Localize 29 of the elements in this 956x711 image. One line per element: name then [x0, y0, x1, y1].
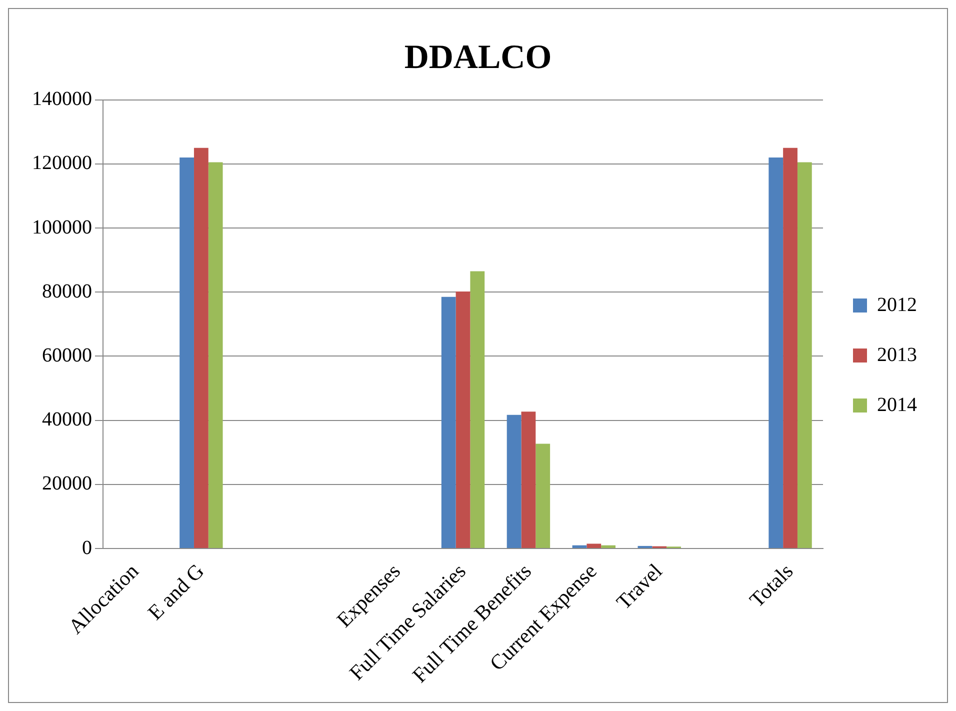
y-tick-label: 100000: [32, 216, 92, 238]
bar: [586, 544, 602, 548]
x-tick-label: E and G: [142, 558, 209, 625]
y-tick-label: 140000: [32, 88, 92, 110]
bar: [797, 162, 812, 548]
bar: [638, 546, 652, 548]
legend-label: 2014: [877, 394, 917, 416]
bar: [506, 414, 522, 548]
legend-label: 2013: [877, 344, 917, 366]
bar: [180, 157, 194, 548]
legend-label: 2012: [877, 294, 917, 316]
bar: [194, 148, 208, 548]
bar: [601, 545, 616, 548]
bar: [208, 162, 223, 548]
y-tick-label: 20000: [42, 472, 92, 495]
y-tick-label: 80000: [42, 280, 92, 302]
chart-title: DDALCO: [404, 39, 552, 76]
bar: [572, 545, 587, 548]
bar: [456, 291, 470, 548]
bar: [768, 157, 784, 548]
bar: [441, 296, 456, 548]
bar: [521, 412, 536, 548]
y-tick-label: 40000: [42, 408, 92, 431]
bar: [470, 271, 485, 548]
y-tick-label: 120000: [32, 152, 92, 174]
bar: [783, 148, 798, 548]
y-tick-label: 0: [82, 536, 92, 559]
bar: [536, 444, 550, 548]
y-tick-label: 60000: [42, 344, 92, 366]
